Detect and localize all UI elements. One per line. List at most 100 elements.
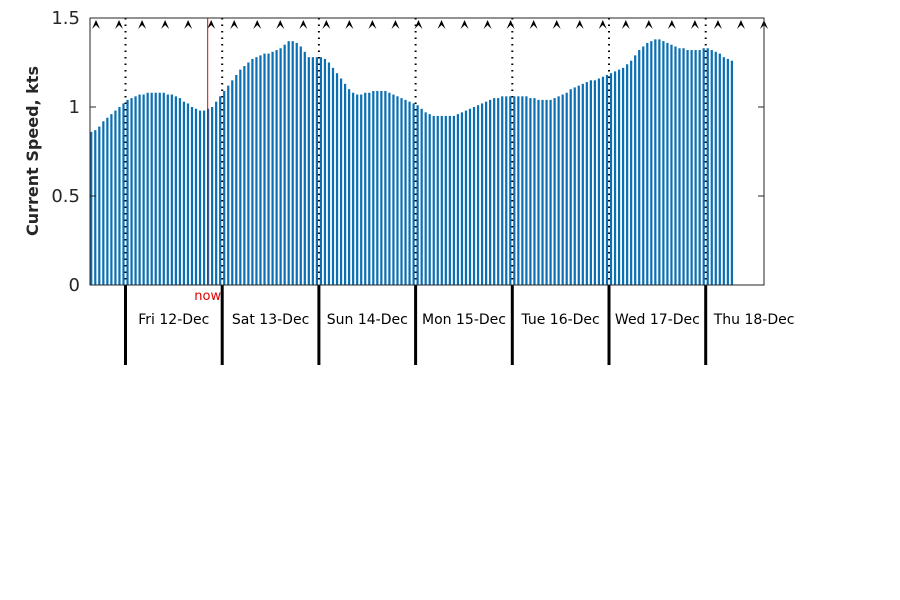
bar: [134, 96, 137, 285]
bar: [311, 57, 314, 285]
bar: [295, 42, 298, 285]
day-dividers: [124, 18, 708, 365]
direction-arrow-icon: [598, 20, 607, 29]
bar: [662, 41, 665, 285]
bar-series: [90, 39, 733, 286]
bar: [597, 78, 601, 286]
bar: [223, 90, 226, 285]
bar: [658, 39, 661, 285]
bar: [122, 103, 125, 285]
bar: [452, 115, 455, 286]
day-label: Tue 16-Dec: [520, 312, 599, 328]
bar: [585, 82, 588, 285]
bar: [509, 96, 512, 285]
bar: [303, 51, 306, 285]
bar: [364, 92, 367, 285]
bar: [501, 96, 504, 285]
direction-arrow-icon: [713, 20, 722, 29]
direction-arrow-icon: [575, 20, 584, 29]
bar: [267, 53, 270, 285]
bar: [130, 98, 133, 285]
bar: [537, 99, 540, 285]
direction-arrow-icon: [690, 20, 699, 29]
bar: [521, 96, 524, 285]
bar: [722, 57, 725, 285]
bar: [485, 101, 488, 285]
bar: [380, 90, 383, 285]
y-tick-label: 1.5: [51, 8, 80, 29]
bar: [235, 74, 238, 286]
bar: [726, 58, 729, 285]
bar: [392, 94, 395, 285]
now-label: now: [194, 289, 221, 304]
bar: [573, 87, 576, 285]
direction-arrow-icon: [736, 20, 745, 29]
day-labels: Fri 12-Dec Sat 13-Dec Sun 14-Dec Mon 15-Dec…: [138, 312, 794, 328]
bar: [166, 94, 169, 285]
bar: [626, 64, 629, 285]
bar: [211, 107, 214, 285]
bar: [420, 108, 423, 285]
bar: [170, 94, 173, 285]
bar: [352, 92, 355, 285]
bar: [638, 50, 641, 285]
direction-arrow-icon: [161, 20, 170, 29]
bar: [182, 101, 186, 285]
bar: [319, 57, 323, 285]
bar: [694, 50, 697, 285]
direction-arrow-icon: [299, 20, 308, 29]
bar: [517, 96, 520, 285]
bar: [142, 94, 145, 285]
bar: [118, 107, 121, 285]
bar: [158, 92, 161, 285]
bar: [730, 60, 733, 285]
direction-arrow-icon: [644, 20, 653, 29]
bar: [428, 114, 431, 286]
bar: [356, 94, 359, 285]
day-label: Thu 18-Dec: [713, 312, 795, 328]
y-axis-label: Current Speed, kts: [23, 66, 42, 236]
bar: [646, 42, 649, 285]
bar: [654, 39, 657, 285]
bar: [472, 107, 476, 285]
bar: [448, 115, 451, 286]
direction-arrow-icon: [207, 20, 216, 29]
bar: [102, 121, 105, 286]
bar: [513, 96, 516, 285]
bar: [202, 110, 206, 285]
bar: [698, 50, 701, 285]
direction-arrow-icon: [368, 20, 377, 29]
bar: [674, 46, 677, 286]
bar: [247, 62, 250, 285]
bar: [307, 57, 310, 285]
bar: [162, 92, 165, 285]
bar: [408, 101, 411, 285]
bar: [545, 99, 548, 285]
bar: [126, 99, 129, 285]
bar: [593, 80, 597, 285]
bar: [154, 92, 157, 285]
direction-arrow-icon: [437, 20, 446, 29]
bar: [219, 96, 222, 285]
bar: [621, 67, 625, 285]
bar: [557, 96, 560, 285]
y-tick-label: 1: [69, 97, 80, 118]
direction-arrow-icon: [529, 20, 538, 29]
bar: [275, 50, 278, 285]
day-label: Mon 15-Dec: [422, 312, 506, 328]
bar: [436, 115, 439, 286]
bar: [271, 51, 274, 285]
bar: [110, 114, 113, 286]
bar: [497, 98, 500, 285]
y-tick-label: 0: [69, 275, 80, 296]
bar: [424, 112, 427, 285]
bar: [283, 44, 286, 286]
bar: [605, 74, 609, 286]
direction-arrow-icon: [253, 20, 262, 29]
bar: [396, 96, 399, 285]
plot-frame: [89, 17, 765, 286]
direction-arrow-icon: [621, 20, 630, 29]
bar: [702, 48, 705, 286]
bar: [372, 90, 375, 285]
